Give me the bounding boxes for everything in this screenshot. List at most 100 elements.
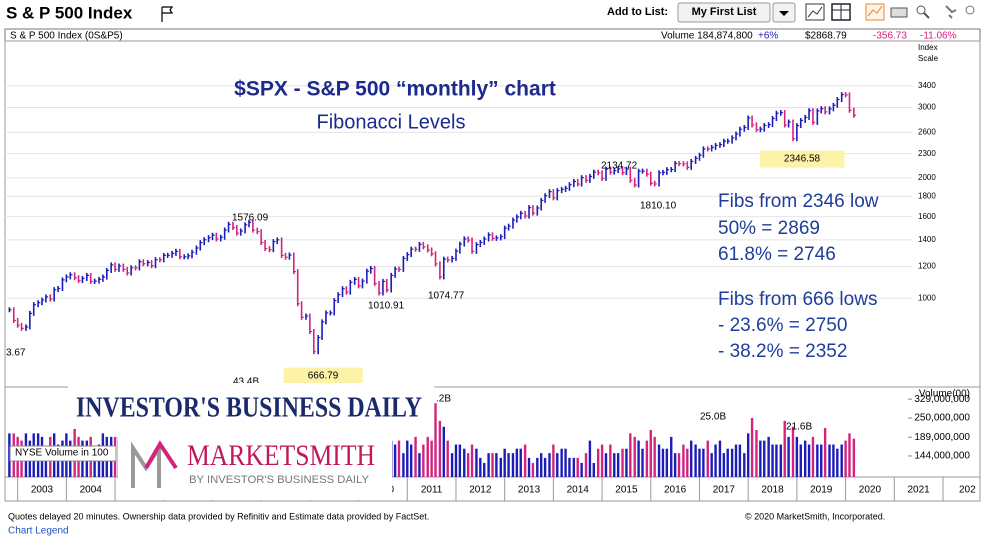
- volume-bar: [730, 448, 734, 477]
- volume-bar: [673, 453, 677, 477]
- volume-bar: [536, 457, 539, 477]
- volume-bar: [653, 436, 656, 477]
- x-tick-label: 2012: [469, 485, 492, 496]
- volume-bar: [836, 448, 839, 477]
- chart-icon[interactable]: [805, 3, 825, 21]
- list-name[interactable]: My First List: [692, 6, 757, 18]
- volume-bar: [434, 403, 437, 477]
- volume-bar: [750, 418, 754, 477]
- y-tick-label: 1800: [918, 191, 936, 200]
- y-tick-label: 2300: [918, 149, 936, 158]
- volume-bar: [560, 448, 563, 477]
- volume-bar: [572, 457, 576, 477]
- footer-copyright: © 2020 MarketSmith, Incorporated.: [745, 511, 885, 521]
- volume-bar: [552, 444, 555, 477]
- annotation: 43.4B: [233, 377, 259, 388]
- annotation: 1074.77: [428, 291, 465, 302]
- volume-bar: [613, 453, 616, 477]
- volume-bar: [759, 440, 762, 477]
- y-tick-label: 1000: [918, 293, 936, 302]
- volume-bar: [840, 444, 843, 477]
- volume-bar: [670, 436, 673, 477]
- y2-tick-label: 250,000,000: [914, 413, 970, 424]
- volume-bar: [511, 453, 515, 477]
- x-tick-label: 2013: [518, 485, 541, 496]
- volume-bar: [641, 448, 644, 477]
- volume-bar: [734, 444, 738, 477]
- volume-bar: [738, 444, 742, 477]
- volume-bar: [442, 426, 445, 477]
- volume-bar: [771, 444, 774, 477]
- x-tick-label: 2019: [810, 485, 833, 496]
- volume-bar: [755, 430, 758, 477]
- last-price: $2868.79: [805, 31, 847, 42]
- volume-bar: [649, 430, 652, 477]
- logo-box: [68, 383, 434, 429]
- volume-bar: [682, 444, 685, 477]
- volume-bar: [499, 457, 502, 477]
- ms-logo-mark: [144, 440, 178, 470]
- volume-bar: [645, 440, 649, 477]
- annotation: NYSE Volume in 100: [15, 448, 109, 459]
- volume-bar: [604, 453, 608, 477]
- x-tick-label: 2011: [421, 485, 443, 496]
- volume-bar: [8, 433, 11, 477]
- volume-bar: [694, 444, 697, 477]
- volume-bar: [625, 448, 628, 477]
- alert-icon-line: [867, 5, 883, 17]
- volume-label-box: [9, 445, 117, 462]
- volume-bar: [406, 440, 409, 477]
- volume-bar: [775, 444, 778, 477]
- add-to-list-label: Add to List:: [607, 6, 668, 18]
- volume-bar: [515, 448, 519, 477]
- volume-text: Volume 184,874,800: [661, 31, 753, 42]
- layout-icon-grid: [832, 4, 850, 20]
- list-dropdown[interactable]: [677, 2, 771, 23]
- volume-bar: [393, 444, 397, 477]
- search-icon[interactable]: [916, 5, 926, 15]
- fib-note: Fibs from 2346 low: [718, 191, 879, 212]
- volume-bar: [816, 444, 819, 477]
- volume-bar: [438, 420, 442, 477]
- volume-bar: [823, 428, 827, 477]
- volume-bar: [600, 444, 604, 477]
- volume-bar: [564, 448, 567, 477]
- volume-bar: [458, 444, 462, 477]
- y-tick-label: 3000: [918, 103, 936, 112]
- volume-bar: [686, 448, 689, 477]
- tools-icon[interactable]: [945, 5, 957, 19]
- volume-bar: [409, 444, 413, 477]
- volume-bar: [519, 448, 522, 477]
- volume-bar: [811, 436, 815, 477]
- fib-note: - 38.2% = 2352: [718, 341, 847, 362]
- volume-bar: [470, 444, 474, 477]
- volume-bar: [616, 453, 620, 477]
- volume-bar: [746, 433, 750, 477]
- annotation: 25.0B: [700, 412, 726, 423]
- volume-bar: [426, 436, 429, 477]
- x-tick-label: 2003: [31, 485, 54, 496]
- chart-legend-link[interactable]: Chart Legend: [8, 526, 69, 537]
- volume-bar: [828, 444, 831, 477]
- volume-bar: [795, 436, 799, 477]
- fib-note: Fibs from 666 lows: [718, 289, 877, 310]
- y-tick-label: 1600: [918, 212, 936, 221]
- print-icon[interactable]: [890, 7, 908, 18]
- volume-bar: [690, 440, 693, 477]
- scale-label: Index: [918, 43, 938, 52]
- chart-icon-line: [807, 6, 823, 18]
- volume-bar: [556, 453, 559, 477]
- help-icon[interactable]: [965, 5, 975, 15]
- x-tick-label: 2015: [615, 485, 638, 496]
- volume-bar: [44, 448, 48, 477]
- volume-bar: [621, 448, 624, 477]
- volume-bar: [454, 444, 458, 477]
- flag-icon[interactable]: [161, 6, 174, 22]
- volume-bar: [540, 453, 543, 477]
- x-tick-label: 2021: [908, 485, 931, 496]
- volume-bar: [580, 462, 583, 477]
- logo-overlay: INVESTOR'S BUSINESS DAILY MARKETSMITH BY…: [68, 383, 434, 500]
- volume-bar: [832, 444, 835, 477]
- y-tick-label: 2000: [918, 173, 936, 182]
- volume-bar: [657, 444, 661, 477]
